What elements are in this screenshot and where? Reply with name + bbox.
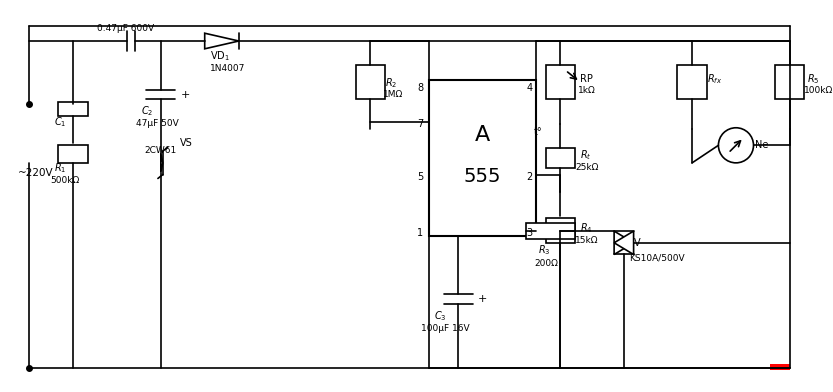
Bar xyxy=(58,145,87,163)
Text: 500kΩ: 500kΩ xyxy=(51,176,80,185)
Text: $R_3$: $R_3$ xyxy=(538,244,551,258)
Text: VD$_1$: VD$_1$ xyxy=(210,49,229,63)
Polygon shape xyxy=(205,33,239,49)
Text: $R_t$: $R_t$ xyxy=(580,148,591,162)
Text: Ne: Ne xyxy=(756,140,769,150)
Bar xyxy=(546,148,575,168)
Text: $C_3$: $C_3$ xyxy=(434,309,446,323)
Bar xyxy=(526,223,575,239)
Text: 2: 2 xyxy=(526,172,532,182)
Text: $C_2$: $C_2$ xyxy=(142,104,154,118)
Text: 3: 3 xyxy=(526,228,532,238)
Bar xyxy=(677,65,706,100)
Text: 100µF 16V: 100µF 16V xyxy=(421,324,470,333)
Text: 100kΩ: 100kΩ xyxy=(804,86,833,95)
Text: 5: 5 xyxy=(417,172,423,182)
Text: VS: VS xyxy=(180,138,193,148)
Text: 25kΩ: 25kΩ xyxy=(575,163,598,172)
Bar xyxy=(429,80,536,236)
Text: $C_1$: $C_1$ xyxy=(53,115,66,129)
Text: $R_5$: $R_5$ xyxy=(807,72,820,86)
Text: V: V xyxy=(634,238,641,248)
Text: 15kΩ: 15kΩ xyxy=(575,236,599,245)
Text: $R_{fx}$: $R_{fx}$ xyxy=(706,72,722,86)
Text: KS10A/500V: KS10A/500V xyxy=(629,254,685,263)
Text: 1N4007: 1N4007 xyxy=(210,64,245,73)
Bar xyxy=(356,65,385,100)
Text: 8: 8 xyxy=(417,83,423,93)
Bar xyxy=(58,102,87,116)
Bar xyxy=(546,218,575,243)
Text: A: A xyxy=(475,125,490,145)
Circle shape xyxy=(718,128,754,163)
Text: $R_4$: $R_4$ xyxy=(580,221,593,235)
Text: 47µF 50V: 47µF 50V xyxy=(137,120,179,128)
Text: 555: 555 xyxy=(464,167,501,186)
Text: ~220V: ~220V xyxy=(17,168,53,178)
Polygon shape xyxy=(614,231,634,254)
Text: +: + xyxy=(477,294,487,304)
Text: 200Ω: 200Ω xyxy=(534,259,558,268)
Bar xyxy=(770,364,790,370)
Text: 1: 1 xyxy=(417,228,423,238)
Text: +: + xyxy=(180,90,190,100)
Text: 1kΩ: 1kΩ xyxy=(578,86,596,95)
Text: 2CW61: 2CW61 xyxy=(144,146,177,155)
Text: 0.47µF 600V: 0.47µF 600V xyxy=(97,24,155,33)
Text: $R_2$: $R_2$ xyxy=(385,76,397,90)
Bar xyxy=(546,65,575,100)
Text: t°: t° xyxy=(534,127,543,137)
Polygon shape xyxy=(161,153,162,172)
Polygon shape xyxy=(614,231,634,254)
Text: 7: 7 xyxy=(417,119,423,129)
Text: RP: RP xyxy=(580,74,593,84)
Text: 4: 4 xyxy=(526,83,532,93)
Text: 1MΩ: 1MΩ xyxy=(383,90,403,99)
Text: $R_1$: $R_1$ xyxy=(53,161,66,174)
Bar xyxy=(775,65,804,100)
